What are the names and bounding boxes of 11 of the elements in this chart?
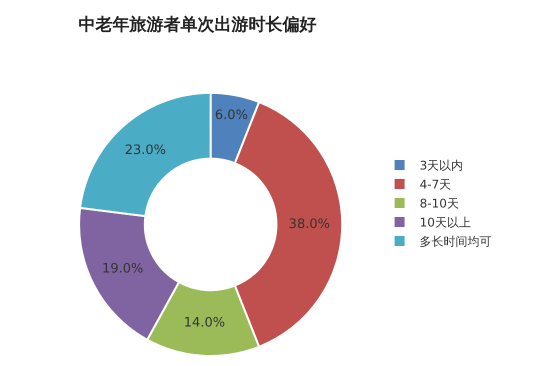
data-label: 6.0%	[214, 108, 248, 124]
legend-label: 3天以内	[420, 158, 464, 173]
data-label: 19.0%	[102, 262, 144, 277]
chart-title: 中老年旅游者单次出游时长偏好	[78, 15, 316, 36]
data-label: 38.0%	[288, 216, 330, 232]
legend-label: 多长时间均可	[420, 234, 492, 249]
data-label: 14.0%	[184, 315, 226, 330]
legend-label: 10天以上	[420, 216, 471, 230]
legend-label: 8-10天	[420, 196, 459, 211]
legend-label: 4-7天	[420, 178, 452, 192]
data-label: 23.0%	[124, 142, 166, 158]
